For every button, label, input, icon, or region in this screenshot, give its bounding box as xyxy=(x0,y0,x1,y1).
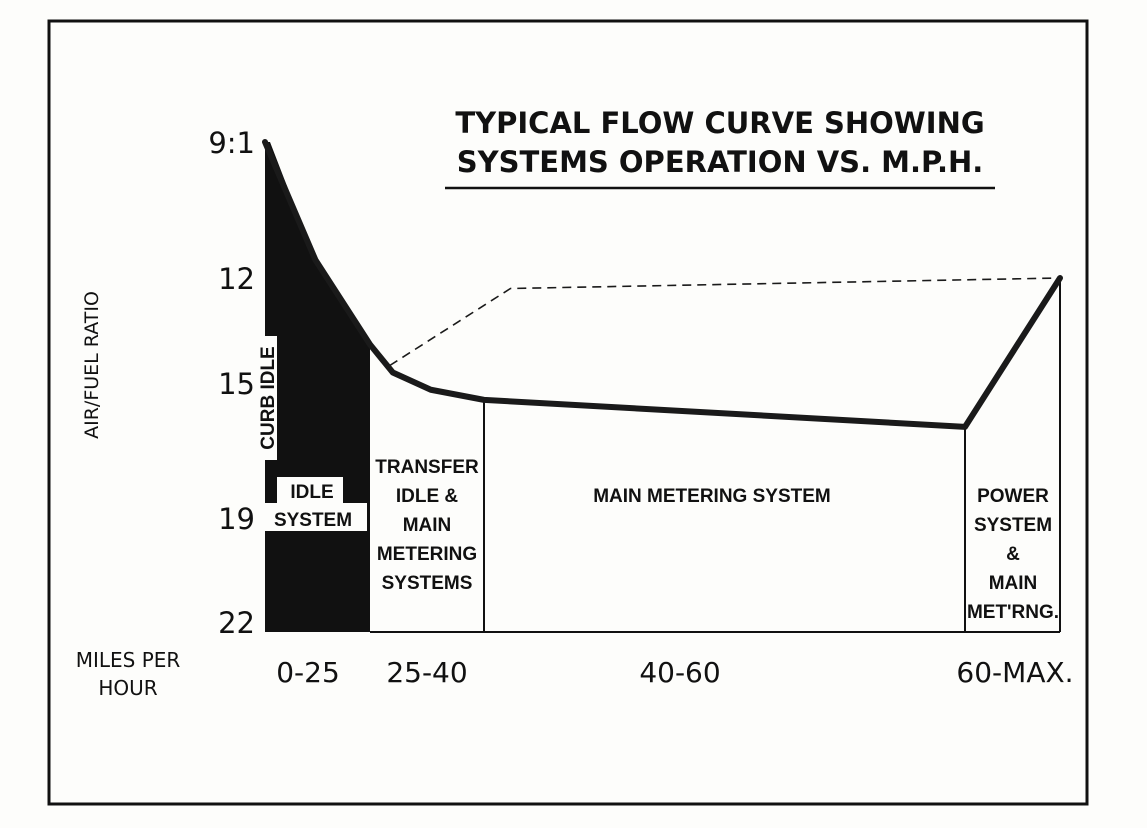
chart-title-line-1: TYPICAL FLOW CURVE SHOWING xyxy=(455,106,984,140)
idle-system-label-line: SYSTEM xyxy=(274,510,352,531)
transfer-region-label: TRANSFER xyxy=(375,457,479,478)
x-category-label: 25-40 xyxy=(386,656,467,689)
y-tick-label: 19 xyxy=(218,502,255,536)
power-region-label: & xyxy=(1006,544,1020,565)
series-solid-line xyxy=(262,139,1063,430)
transfer-region-label: SYSTEMS xyxy=(382,573,473,594)
idle-system-label-line: IDLE xyxy=(290,482,333,503)
transfer-region-label: MAIN xyxy=(403,515,452,536)
idle-region-fill xyxy=(265,142,370,632)
y-tick-label: 9:1 xyxy=(208,126,255,160)
y-tick-label: 12 xyxy=(218,262,255,296)
y-axis-label: AIR/FUEL RATIO xyxy=(81,291,103,439)
power-region-label: SYSTEM xyxy=(974,515,1052,536)
power-region-label: MAIN xyxy=(989,573,1038,594)
power-region-label: POWER xyxy=(977,486,1049,507)
main-metering-region-label: MAIN METERING SYSTEM xyxy=(593,486,831,507)
chart-title-line-2: SYSTEMS OPERATION VS. M.P.H. xyxy=(457,145,984,179)
x-category-label: 0-25 xyxy=(276,656,340,689)
curb-idle-label: CURB IDLE xyxy=(258,346,279,449)
y-tick-label: 22 xyxy=(218,606,255,640)
y-tick-label: 15 xyxy=(218,367,255,401)
idle-system-box xyxy=(265,477,367,531)
transfer-region-label: IDLE & xyxy=(396,486,459,507)
transfer-region-label: METERING xyxy=(377,544,477,565)
frame-border xyxy=(47,19,1089,806)
series-dashed-line xyxy=(389,277,1061,367)
x-category-label: 40-60 xyxy=(639,656,720,689)
x-axis-label-line-2: HOUR xyxy=(98,676,157,700)
curb-idle-notch xyxy=(262,336,277,460)
power-region-label: MET'RNG. xyxy=(967,602,1059,623)
x-category-label: 60-MAX. xyxy=(956,656,1073,689)
x-axis-label-line-1: MILES PER xyxy=(76,648,181,672)
